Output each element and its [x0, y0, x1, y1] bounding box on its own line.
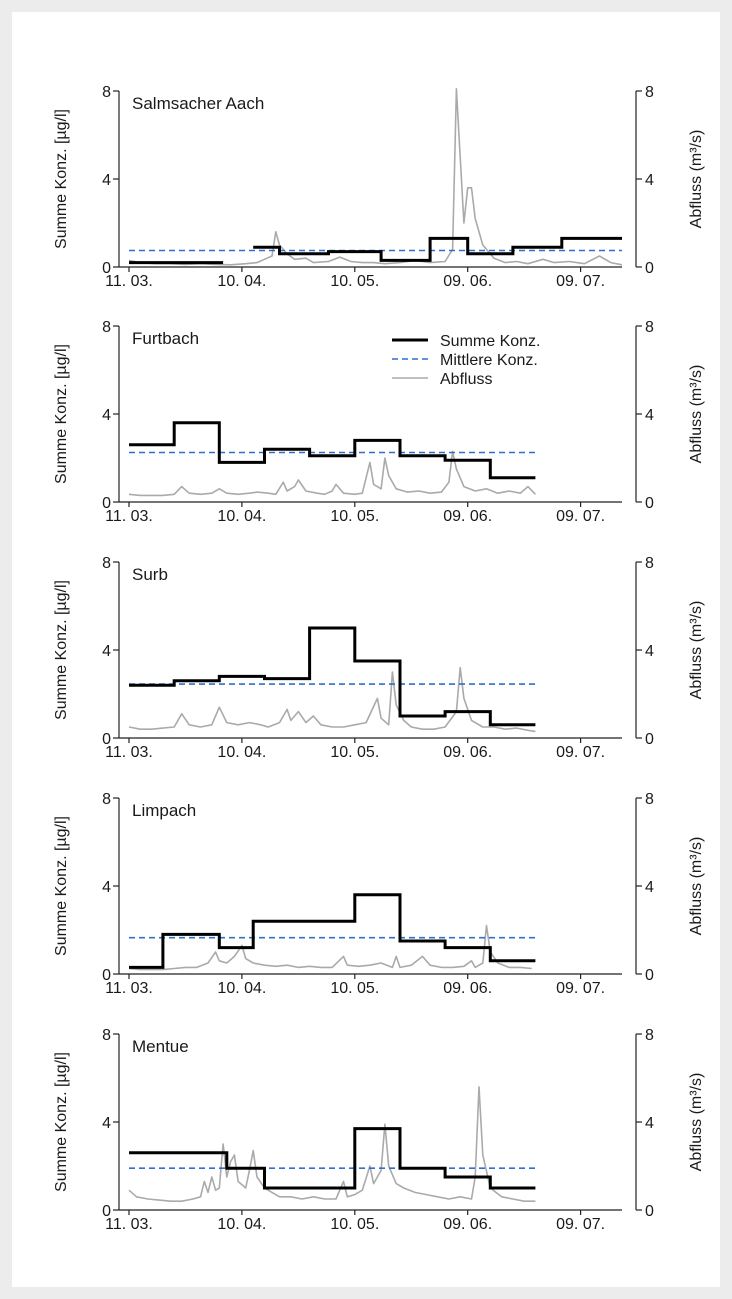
left-tick-label: 4 [102, 879, 111, 896]
left-tick-label: 8 [102, 319, 111, 336]
chart-svg: 0 4 8 11. 03. 10. 04. 10. 05. 09. 06. 09. 07. 0 4… [53, 84, 705, 1233]
left-tick-label: 4 [102, 643, 111, 660]
right-tick-label: 4 [645, 407, 654, 424]
panel-title: Furtbach [132, 329, 199, 348]
left-tick-label: 4 [102, 1115, 111, 1132]
x-tick-label: 09. 07. [556, 980, 605, 997]
chart-panel-4: 0 4 8 11. 03. 10. 04. 10. 05. 09. 06. 09. 07. 0 4… [53, 791, 705, 997]
x-tick-label: 09. 06. [443, 744, 492, 761]
x-tick-label: 11. 03. [105, 744, 153, 761]
left-tick-label: 0 [102, 967, 111, 984]
summe-konz-line [129, 626, 536, 727]
left-tick-label: 0 [102, 1203, 111, 1220]
x-tick-label: 11. 03. [105, 273, 153, 290]
y2-axis-title: Abfluss (m³/s) [688, 365, 705, 464]
chart-panel-3: 0 4 8 11. 03. 10. 04. 10. 05. 09. 06. 09. 07. 0 4… [53, 555, 705, 761]
x-tick-label: 10. 05. [330, 980, 379, 997]
summe-konz-line [129, 1127, 536, 1190]
left-tick-label: 4 [102, 407, 111, 424]
chart-panel-5: 0 4 8 11. 03. 10. 04. 10. 05. 09. 06. 09. 07. 0 4… [53, 1027, 705, 1233]
summe-konz-line [129, 893, 536, 969]
x-tick-label: 10. 04. [217, 273, 266, 290]
right-tick-label: 8 [645, 319, 654, 336]
left-tick-label: 0 [102, 495, 111, 512]
legend: Summe Konz. Mittlere Konz. Abfluss [392, 333, 540, 388]
legend-label-summe: Summe Konz. [440, 333, 540, 350]
left-tick-label: 0 [102, 731, 111, 748]
left-tick-label: 8 [102, 791, 111, 808]
summe-konz-line [129, 236, 622, 265]
x-tick-label: 11. 03. [105, 1216, 153, 1233]
right-tick-label: 8 [645, 555, 654, 572]
x-tick-label: 11. 03. [105, 980, 153, 997]
panel-title: Mentue [132, 1037, 189, 1056]
abfluss-line [128, 450, 536, 497]
y2-axis-title: Abfluss (m³/s) [688, 601, 705, 700]
y-axis-title: Summe Konz. [µg/l] [53, 109, 70, 249]
legend-label-mittel: Mittlere Konz. [440, 352, 538, 369]
y-axis-title: Summe Konz. [µg/l] [53, 1052, 70, 1192]
x-tick-label: 10. 04. [217, 744, 266, 761]
figure: 0 4 8 11. 03. 10. 04. 10. 05. 09. 06. 09. 07. 0 4… [12, 12, 720, 1287]
chart-panel-1: 0 4 8 11. 03. 10. 04. 10. 05. 09. 06. 09. 07. 0 4… [53, 84, 705, 290]
right-tick-label: 0 [645, 967, 654, 984]
x-tick-label: 11. 03. [105, 508, 153, 525]
legend-label-abfluss: Abfluss [440, 371, 492, 388]
right-tick-label: 0 [645, 495, 654, 512]
chart-panel-2: 0 4 8 11. 03. 10. 04. 10. 05. 09. 06. 09. 07. 0 4… [53, 319, 705, 525]
x-tick-label: 10. 04. [217, 1216, 266, 1233]
left-tick-label: 4 [102, 172, 111, 189]
abfluss-line [128, 666, 536, 733]
x-tick-label: 09. 06. [443, 273, 492, 290]
right-tick-label: 0 [645, 260, 654, 277]
right-tick-label: 4 [645, 879, 654, 896]
x-tick-label: 09. 06. [443, 1216, 492, 1233]
x-tick-label: 10. 04. [217, 508, 266, 525]
x-tick-label: 10. 05. [330, 744, 379, 761]
left-tick-label: 8 [102, 84, 111, 101]
left-tick-label: 8 [102, 555, 111, 572]
abfluss-line [128, 1086, 536, 1202]
x-tick-label: 09. 06. [443, 980, 492, 997]
right-tick-label: 4 [645, 643, 654, 660]
left-tick-label: 8 [102, 1027, 111, 1044]
summe-konz-line [129, 421, 536, 480]
panel-title: Limpach [132, 801, 196, 820]
y-axis-title: Summe Konz. [µg/l] [53, 344, 70, 484]
y2-axis-title: Abfluss (m³/s) [688, 1073, 705, 1172]
x-tick-label: 09. 07. [556, 1216, 605, 1233]
abfluss-line [128, 924, 532, 971]
y-axis-title: Summe Konz. [µg/l] [53, 580, 70, 720]
x-tick-label: 09. 07. [556, 508, 605, 525]
y2-axis-title: Abfluss (m³/s) [688, 837, 705, 936]
panel-title: Surb [132, 565, 168, 584]
x-tick-label: 09. 07. [556, 744, 605, 761]
y2-axis-title: Abfluss (m³/s) [688, 130, 705, 229]
left-tick-label: 0 [102, 260, 111, 277]
abfluss-line [128, 88, 623, 266]
panel-title: Salmsacher Aach [132, 94, 264, 113]
right-tick-label: 4 [645, 172, 654, 189]
x-tick-label: 10. 05. [330, 1216, 379, 1233]
right-tick-label: 4 [645, 1115, 654, 1132]
right-tick-label: 0 [645, 1203, 654, 1220]
right-tick-label: 8 [645, 1027, 654, 1044]
x-tick-label: 09. 07. [556, 273, 605, 290]
right-tick-label: 8 [645, 791, 654, 808]
x-tick-label: 09. 06. [443, 508, 492, 525]
y-axis-title: Summe Konz. [µg/l] [53, 816, 70, 956]
x-tick-label: 10. 04. [217, 980, 266, 997]
right-tick-label: 8 [645, 84, 654, 101]
right-tick-label: 0 [645, 731, 654, 748]
x-tick-label: 10. 05. [330, 508, 379, 525]
x-tick-label: 10. 05. [330, 273, 379, 290]
